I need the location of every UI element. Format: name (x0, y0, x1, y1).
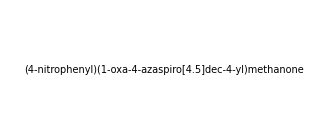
Text: (4-nitrophenyl)(1-oxa-4-azaspiro[4.5]dec-4-yl)methanone: (4-nitrophenyl)(1-oxa-4-azaspiro[4.5]dec… (24, 65, 303, 75)
